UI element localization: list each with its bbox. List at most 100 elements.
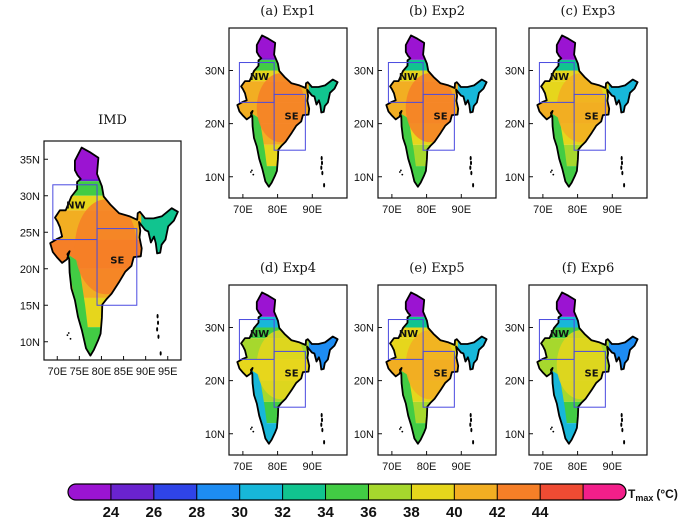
region-box-nw	[238, 319, 275, 360]
colorbar-unit-subscript: max	[635, 493, 653, 503]
lat-tick-label: 30N	[205, 66, 225, 78]
lon-tick-label: 80E	[568, 461, 588, 473]
lon-tick-label: 85E	[114, 366, 134, 378]
lat-tick-label: 30N	[505, 323, 525, 335]
andaman-island	[621, 160, 624, 166]
panel-exp5: NW SE (e) Exp5 70E 80E 90E 30N 20N 10N	[354, 261, 497, 473]
lakshadweep-island	[552, 430, 555, 433]
lat-tick-label: 10N	[354, 172, 374, 184]
coastal-cool-zone	[550, 113, 569, 187]
colorbar-fill	[68, 484, 626, 500]
lat-tick-label: 20N	[205, 119, 225, 131]
region-label-se: SE	[434, 112, 448, 123]
colorbar-segment	[454, 484, 498, 500]
lat-tick-label: 30N	[354, 323, 374, 335]
lon-tick-label: 80E	[92, 366, 112, 378]
andaman-island	[470, 170, 473, 176]
coastal-cool-zone	[250, 113, 269, 187]
lat-tick-label: 20N	[205, 376, 225, 388]
andaman-island	[620, 412, 623, 418]
region-label-nw: NW	[399, 329, 418, 340]
colorbar-tick-label: 36	[360, 504, 377, 521]
coastal-cool-zone	[250, 370, 269, 444]
region-label-nw: NW	[250, 72, 269, 83]
lon-tick-label: 80E	[417, 461, 437, 473]
lakshadweep-island	[69, 337, 72, 340]
andaman-island	[469, 412, 472, 418]
lat-tick-label: 20N	[354, 376, 374, 388]
hot-core	[556, 330, 606, 400]
colorbar-segment	[540, 484, 584, 500]
andaman-island	[620, 165, 623, 170]
andaman-island	[621, 417, 624, 423]
lakshadweep-island	[401, 173, 404, 176]
colorbar-tick-label: 42	[489, 504, 506, 521]
andaman-island	[621, 170, 624, 176]
colorbar-tick-label: 44	[532, 504, 549, 521]
region-box-se	[96, 228, 138, 306]
andaman-island	[472, 440, 475, 445]
india-outline	[236, 291, 339, 445]
colorbar-segment	[68, 484, 112, 500]
lon-tick-label: 70E	[233, 204, 253, 216]
colorbar-tick-label: 24	[103, 504, 120, 521]
lat-tick-label: 10N	[205, 429, 225, 441]
lakshadweep-island	[551, 169, 553, 172]
andaman-island	[623, 440, 626, 445]
lat-tick-label: 10N	[505, 429, 525, 441]
panel-title: (e) Exp5	[409, 261, 464, 276]
india-outline	[385, 34, 488, 188]
andaman-island	[623, 183, 626, 188]
india-outline	[385, 291, 488, 445]
region-label-se: SE	[110, 255, 124, 266]
lon-tick-label: 70E	[533, 461, 553, 473]
lat-tick-label: 10N	[205, 172, 225, 184]
andaman-island	[159, 351, 162, 356]
colorbar-tick-label: 28	[188, 504, 205, 521]
region-box-se	[573, 350, 606, 408]
andaman-island	[156, 327, 159, 332]
coastal-cool-zone	[399, 113, 418, 187]
lon-tick-label: 90E	[603, 204, 623, 216]
lat-tick-label: 15N	[20, 300, 40, 312]
andaman-island	[469, 155, 472, 161]
lon-tick-label: 75E	[70, 366, 90, 378]
lakshadweep-island	[251, 426, 253, 429]
colorbar-segment	[497, 484, 541, 500]
andaman-island	[321, 170, 324, 176]
lat-tick-label: 10N	[354, 429, 374, 441]
lat-tick-label: 30N	[205, 323, 225, 335]
lon-tick-label: 80E	[417, 204, 437, 216]
lakshadweep-island	[249, 171, 252, 173]
panel-exp2: NW SE (b) Exp2 70E 80E 90E 30N 20N 10N	[354, 4, 497, 216]
region-box-nw	[538, 62, 575, 103]
andaman-island	[321, 160, 324, 166]
hot-core	[405, 73, 455, 143]
colorbar-segment	[325, 484, 369, 500]
andaman-island	[321, 427, 324, 433]
lakshadweep-island	[252, 430, 255, 433]
region-label-se: SE	[285, 112, 299, 123]
colorbar-segment	[196, 484, 241, 500]
panel-title: (c) Exp3	[561, 4, 616, 19]
lat-tick-label: 20N	[505, 119, 525, 131]
lakshadweep-island	[400, 169, 402, 172]
lakshadweep-island	[252, 173, 255, 176]
region-box-se	[573, 93, 606, 151]
lon-tick-label: 90E	[452, 204, 472, 216]
panel-imd: NW SE IMD 70E 75E 80E 85E 90E 95E 35N 30N 25N 20N 15N…	[20, 113, 182, 378]
andaman-island	[323, 440, 326, 445]
lon-tick-label: 80E	[268, 204, 288, 216]
andaman-island	[320, 155, 323, 161]
coastal-cool-zone	[550, 370, 569, 444]
lakshadweep-island	[552, 173, 555, 176]
lakshadweep-island	[251, 169, 253, 172]
coastal-cool-zone	[399, 370, 418, 444]
lon-tick-label: 90E	[303, 204, 323, 216]
colorbar-segment	[153, 484, 198, 500]
andaman-island	[321, 417, 324, 423]
region-box-nw	[387, 319, 424, 360]
lat-tick-label: 25N	[20, 227, 40, 239]
lon-tick-label: 90E	[603, 461, 623, 473]
lakshadweep-island	[249, 428, 252, 430]
